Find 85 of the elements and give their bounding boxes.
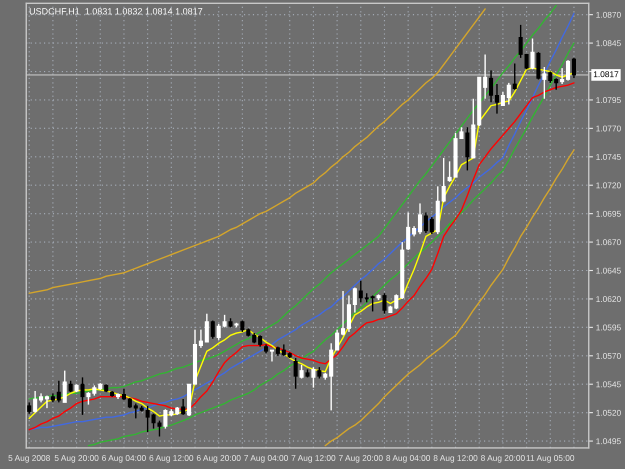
- candlestick: [294, 357, 298, 390]
- candlestick: [157, 420, 162, 438]
- y-tick-label: 1.0545: [596, 381, 621, 388]
- candlestick: [50, 392, 55, 404]
- x-tick-label: 7 Aug 12:00: [292, 455, 336, 463]
- x-tick-label: 7 Aug 04:00: [244, 455, 288, 463]
- x-tick-label: 11 Aug 05:00: [526, 455, 574, 463]
- candlestick: [33, 390, 38, 414]
- candlestick: [518, 24, 523, 59]
- x-tick-label: 5 Aug 20:00: [54, 455, 98, 463]
- y-tick-label: 1.0745: [596, 154, 621, 160]
- candlestick: [448, 160, 452, 183]
- candlestick: [494, 83, 500, 114]
- candlestick: [566, 59, 570, 82]
- candlestick: [27, 402, 32, 414]
- y-tick-label: 1.0520: [596, 410, 621, 416]
- y-tick-label: 1.0570: [596, 352, 621, 359]
- candlestick: [340, 290, 346, 336]
- candlestick: [542, 66, 546, 100]
- y-tick-label: 1.0620: [596, 296, 621, 302]
- y-tick-label: 1.0770: [596, 126, 621, 132]
- candlestick: [311, 366, 316, 388]
- candlestick: [412, 225, 416, 238]
- y-tick-label: 1.0495: [596, 438, 621, 444]
- candlestick: [459, 126, 464, 140]
- candlestick: [430, 216, 434, 235]
- x-tick-label: 5 Aug 2008: [8, 455, 50, 463]
- candlestick: [270, 349, 274, 362]
- x-tick-label: 8 Aug 12:00: [434, 455, 478, 463]
- candlestick: [465, 126, 470, 172]
- line-series: [28, 8, 486, 294]
- candlestick: [506, 82, 511, 106]
- candlestick: [122, 388, 126, 401]
- candlestick: [44, 394, 50, 409]
- candlestick: [152, 413, 156, 430]
- candlestick: [68, 380, 73, 393]
- y-tick-label: 1.0595: [596, 324, 621, 330]
- y-tick-label: 1.0720: [596, 182, 621, 188]
- candlestick: [276, 346, 280, 356]
- candlestick: [346, 294, 351, 333]
- y-tick-label: 1.0645: [596, 268, 621, 274]
- candlestick: [222, 314, 227, 328]
- candlestick: [560, 67, 564, 85]
- candlestick: [228, 318, 233, 328]
- candlestick: [198, 328, 203, 349]
- candlestick: [80, 376, 85, 416]
- ref-line-label: 1.0817: [594, 71, 618, 78]
- candlestick: [382, 292, 387, 314]
- x-tick-label: 8 Aug 20:00: [481, 455, 525, 463]
- x-tick-label: 6 Aug 04:00: [102, 455, 146, 463]
- x-tick-label: 8 Aug 04:00: [386, 455, 430, 463]
- candlestick: [62, 370, 67, 404]
- candlestick: [352, 286, 357, 314]
- x-tick-label: 7 Aug 20:00: [338, 455, 383, 463]
- candlestick: [335, 328, 340, 351]
- candlestick: [489, 70, 494, 103]
- candlestick: [418, 202, 422, 235]
- line-series: [324, 149, 575, 446]
- candlestick: [524, 54, 529, 70]
- candlestick: [181, 398, 186, 416]
- candlestick: [56, 380, 61, 404]
- candlestick: [210, 320, 215, 340]
- y-tick-label: 1.0845: [596, 40, 621, 46]
- candlestick: [204, 313, 209, 343]
- candlestick: [500, 91, 505, 106]
- candlestick: [424, 212, 428, 234]
- candlestick: [530, 38, 535, 70]
- chart-title: USDCHF,H1 1.0831 1.0832 1.0814 1.0817: [30, 8, 202, 16]
- y-tick-label: 1.0695: [596, 210, 621, 217]
- candlestick: [264, 344, 268, 354]
- y-tick-label: 1.0795: [596, 97, 621, 104]
- candlestick: [406, 212, 410, 251]
- candlestick: [512, 62, 517, 90]
- y-tick-label: 1.0670: [596, 239, 621, 246]
- line-series: [88, 42, 575, 446]
- candlestick: [300, 364, 304, 380]
- candlestick: [163, 408, 168, 430]
- y-tick-label: 1.0870: [596, 12, 621, 18]
- candlestick: [317, 366, 322, 380]
- candlestick: [39, 392, 44, 404]
- x-tick-label: 6 Aug 12:00: [149, 455, 194, 463]
- candlestick: [572, 57, 576, 80]
- x-tick-label: 6 Aug 20:00: [196, 455, 241, 463]
- candlestick: [86, 391, 90, 406]
- candlestick: [216, 323, 221, 341]
